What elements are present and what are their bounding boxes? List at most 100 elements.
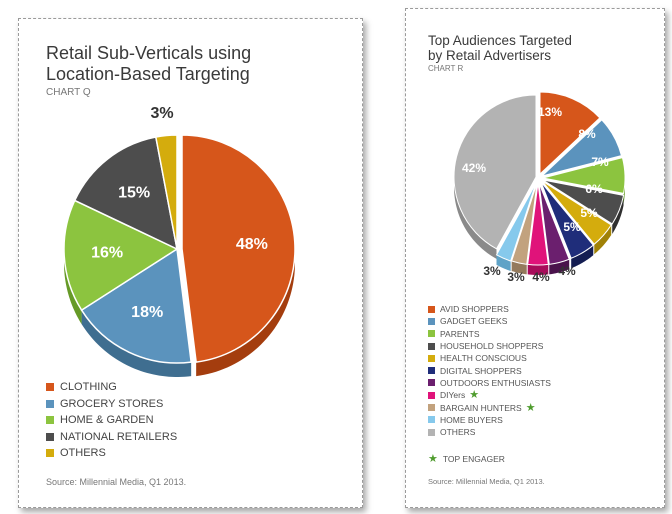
pie-depth: [64, 249, 295, 377]
legend-swatch: [46, 432, 54, 441]
pie-label-clothing: 48%: [236, 236, 268, 253]
legend-label: OTHERS: [60, 447, 106, 460]
pie-label-others: 3%: [150, 105, 173, 122]
pie-label-gadget-geeks: 8%: [578, 127, 596, 141]
legend-swatch: [428, 305, 435, 313]
pie-slice-diyers: [527, 182, 549, 266]
chart-r-title: Top Audiences Targeted by Retail Adverti…: [428, 33, 658, 63]
legend-label: PARENTS: [440, 328, 480, 339]
legend-item-avid-shoppers: AVID SHOPPERS: [428, 303, 551, 315]
legend-label: BARGAIN HUNTERS: [440, 402, 522, 413]
pie-depth: [454, 177, 625, 275]
legend-label: OUTDOORS ENTHUSIASTS: [440, 377, 551, 388]
legend-swatch: [428, 367, 435, 375]
chart-r-title-line1: Top Audiences Targeted: [428, 33, 572, 48]
pie-slice-others: [453, 94, 537, 250]
pie-slice-gadget-geeks: [541, 119, 623, 177]
pie-label-parents: 7%: [591, 155, 609, 169]
legend-label: HOME BUYERS: [440, 414, 503, 425]
legend-label: NATIONAL RETAILERS: [60, 430, 178, 443]
pie-label-home-buyers: 3%: [483, 264, 501, 278]
legend-swatch: [46, 449, 54, 458]
pie-side-health-conscious: [594, 224, 612, 255]
legend-item-grocery-stores: GROCERY STORES: [46, 396, 177, 413]
star-icon: ★: [525, 401, 536, 414]
chart-q-source: Source: Millennial Media, Q1 2013.: [46, 477, 187, 487]
pie-label-outdoors-enthusiasts: 4%: [558, 264, 576, 278]
legend-item-diyers: DIYers ★: [428, 389, 551, 401]
pie-label-bargain-hunters: 3%: [507, 270, 525, 284]
pie-slice-avid-shoppers: [539, 91, 601, 176]
legend-item-household-shoppers: HOUSEHOLD SHOPPERS: [428, 340, 551, 352]
pie-slice-health-conscious: [541, 180, 612, 245]
pie-side-digital-shoppers: [571, 245, 594, 269]
pie-side-household-shoppers: [612, 195, 624, 234]
chart-q-title-line1: Retail Sub-Verticals using: [46, 43, 252, 63]
chart-q-title: Retail Sub-Verticals using Location-Base…: [46, 43, 336, 85]
pie-label-avid-shoppers: 13%: [538, 105, 562, 119]
legend-label: AVID SHOPPERS: [440, 304, 509, 315]
chart-q-subtitle: CHART Q: [46, 87, 91, 98]
chart-r-source: Source: Millennial Media, Q1 2013.: [428, 477, 545, 486]
pie-label-health-conscious: 5%: [580, 206, 598, 220]
pie-side-home-buyers: [496, 254, 511, 271]
legend-item-others: OTHERS: [428, 426, 551, 438]
legend-item-outdoors-enthusiasts: OUTDOORS ENTHUSIASTS: [428, 377, 551, 389]
chart-q-pie: 48% 18% 16% 15% 3%: [63, 105, 296, 377]
chart-r-subtitle: CHART R: [428, 64, 464, 73]
top-engager-label: TOP ENGAGER: [442, 454, 505, 464]
pie-slice-home-garden: [63, 199, 179, 312]
pie-side-grocery-stores: [81, 310, 192, 377]
legend-label: HOUSEHOLD SHOPPERS: [440, 341, 544, 352]
pie-label-others: 42%: [462, 161, 486, 175]
legend-label: DIGITAL SHOPPERS: [440, 365, 522, 376]
legend-swatch: [428, 354, 435, 362]
pie-side-outdoors-enthusiasts: [549, 259, 570, 275]
chart-r-title-line2: by Retail Advertisers: [428, 48, 552, 63]
top-engager-note: ★ TOP ENGAGER: [428, 453, 505, 465]
pie-side-others: [454, 177, 497, 259]
pie-slice-digital-shoppers: [540, 181, 594, 259]
pie-label-grocery-stores: 18%: [131, 304, 163, 321]
legend-item-digital-shoppers: DIGITAL SHOPPERS: [428, 364, 551, 376]
pie-side-diyers: [527, 264, 549, 275]
pie-side-home-garden: [64, 249, 82, 325]
legend-swatch: [428, 379, 435, 387]
chart-q-title-line2: Location-Based Targeting: [46, 64, 250, 84]
legend-swatch: [46, 416, 54, 425]
legend-label: GROCERY STORES: [60, 397, 164, 410]
pie-slice-home-buyers: [495, 182, 537, 262]
legend-item-health-conscious: HEALTH CONSCIOUS: [428, 352, 551, 364]
legend-label: GADGET GEEKS: [440, 316, 508, 327]
legend-swatch: [46, 399, 54, 408]
legend-item-others: OTHERS: [46, 445, 177, 462]
legend-item-home-buyers: HOME BUYERS: [428, 414, 551, 426]
legend-swatch: [46, 383, 54, 392]
legend-item-clothing: CLOTHING: [46, 379, 177, 396]
legend-swatch: [428, 428, 435, 436]
pie-side-bargain-hunters: [511, 260, 527, 275]
pie-slice-national-retailers: [73, 136, 179, 251]
chart-q-card: Retail Sub-Verticals using Location-Base…: [18, 18, 363, 508]
pie-slice-parents: [542, 157, 626, 194]
pie-slice-grocery-stores: [80, 247, 192, 364]
legend-item-gadget-geeks: GADGET GEEKS: [428, 315, 551, 327]
legend-swatch: [428, 391, 435, 399]
chart-q-legend: CLOTHING GROCERY STORES HOME & GARDEN NATIO…: [46, 379, 177, 462]
legend-swatch: [428, 416, 435, 424]
chart-r-pie: 13% 8% 7% 6% 5%5% 4% 4% 3% 3% 42%: [453, 91, 626, 284]
chart-r-legend: AVID SHOPPERS GADGET GEEKS PARENTS HOUSEHOL…: [428, 303, 551, 438]
legend-label: CLOTHING: [60, 381, 117, 394]
pie-slice-household-shoppers: [542, 179, 625, 225]
star-icon: ★: [428, 453, 438, 465]
pie-slice-outdoors-enthusiasts: [538, 182, 570, 265]
legend-item-parents: PARENTS: [428, 328, 551, 340]
chart-r-card: Top Audiences Targeted by Retail Adverti…: [405, 8, 665, 508]
pie-slice-clothing: [181, 134, 296, 363]
pie-label-digital-shoppers: 5%: [563, 220, 581, 234]
legend-swatch: [428, 330, 435, 338]
pie-label-national-retailers: 15%: [118, 184, 150, 201]
legend-swatch: [428, 404, 435, 412]
legend-swatch: [428, 317, 435, 325]
legend-label: DIYers: [440, 390, 466, 401]
